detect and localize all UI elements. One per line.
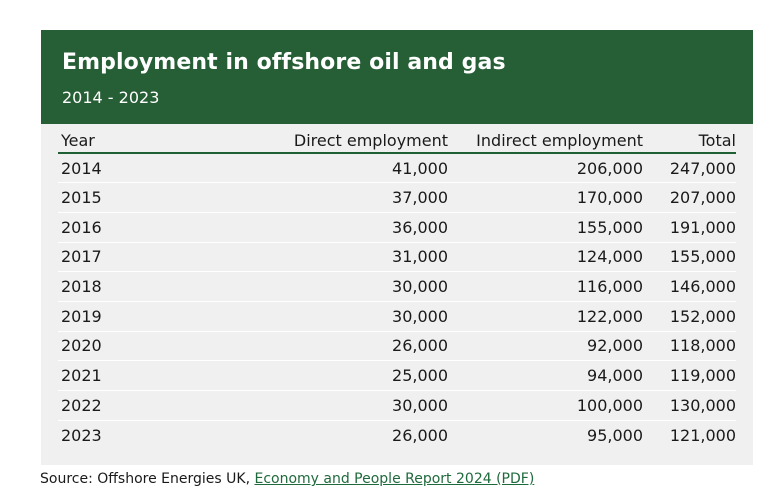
table-row: 2020 26,000 92,000 118,000	[58, 331, 736, 362]
table-row: 2023 26,000 95,000 121,000	[58, 420, 736, 450]
cell-year: 2014	[58, 153, 178, 184]
cell-year: 2019	[58, 301, 178, 332]
cell-indirect: 170,000	[448, 182, 643, 213]
table-row: 2014 41,000 206,000 247,000	[58, 153, 736, 184]
table-row: 2018 30,000 116,000 146,000	[58, 271, 736, 302]
cell-total: 119,000	[643, 360, 736, 391]
cell-direct: 30,000	[178, 271, 448, 302]
table-header-row: Year Direct employment Indirect employme…	[58, 129, 736, 154]
table-title: Employment in offshore oil and gas	[62, 50, 506, 75]
cell-indirect: 95,000	[587, 425, 643, 445]
cell-total: 146,000	[643, 271, 736, 302]
cell-direct: 26,000	[178, 331, 448, 362]
table-row: 2019 30,000 122,000 152,000	[58, 301, 736, 332]
source-link[interactable]: Economy and People Report 2024 (PDF)	[254, 471, 535, 487]
cell-direct: 30,000	[178, 390, 448, 421]
cell-year: 2018	[58, 271, 178, 302]
table-row: 2022 30,000 100,000 130,000	[58, 390, 736, 421]
cell-indirect: 92,000	[448, 331, 643, 362]
table-row: 2015 37,000 170,000 207,000	[58, 182, 736, 213]
table-body: 2014 41,000 206,000 247,000 2015 37,000 170,00…	[58, 153, 736, 450]
column-header-total: Total	[643, 129, 736, 154]
table-panel: Employment in offshore oil and gas 2014 …	[41, 30, 753, 465]
cell-total: 247,000	[643, 153, 736, 184]
cell-direct: 25,000	[178, 360, 448, 391]
cell-indirect: 206,000	[448, 153, 643, 184]
cell-indirect: 124,000	[448, 242, 643, 273]
source-prefix: Source: Offshore Energies UK,	[40, 471, 255, 487]
cell-year: 2020	[58, 331, 178, 362]
table-row: 2021 25,000 94,000 119,000	[58, 360, 736, 391]
cell-year: 2016	[58, 212, 178, 243]
table-header: Employment in offshore oil and gas 2014 …	[41, 30, 753, 124]
cell-direct: 26,000	[392, 425, 448, 445]
column-header-direct: Direct employment	[178, 129, 448, 154]
cell-indirect: 155,000	[448, 212, 643, 243]
cell-indirect: 122,000	[448, 301, 643, 332]
cell-total: 207,000	[643, 182, 736, 213]
cell-year: 2017	[58, 242, 178, 273]
cell-year: 2015	[58, 182, 178, 213]
cell-total: 191,000	[643, 212, 736, 243]
cell-total: 118,000	[643, 331, 736, 362]
cell-year: 2022	[58, 390, 178, 421]
column-header-indirect: Indirect employment	[448, 129, 643, 154]
cell-year: 2023	[61, 425, 102, 445]
cell-direct: 37,000	[178, 182, 448, 213]
cell-direct: 31,000	[178, 242, 448, 273]
cell-year: 2021	[58, 360, 178, 391]
cell-total: 152,000	[643, 301, 736, 332]
source-note: Source: Offshore Energies UK, Economy an…	[40, 471, 534, 487]
cell-total: 121,000	[669, 425, 736, 445]
employment-table: Year Direct employment Indirect employme…	[58, 129, 736, 450]
cell-indirect: 116,000	[448, 271, 643, 302]
column-header-year: Year	[58, 129, 178, 154]
table-row: 2017 31,000 124,000 155,000	[58, 242, 736, 273]
table-subtitle: 2014 - 2023	[62, 88, 160, 107]
cell-total: 155,000	[643, 242, 736, 273]
cell-direct: 41,000	[178, 153, 448, 184]
cell-direct: 36,000	[178, 212, 448, 243]
cell-direct: 30,000	[178, 301, 448, 332]
cell-total: 130,000	[643, 390, 736, 421]
table-row: 2016 36,000 155,000 191,000	[58, 212, 736, 243]
cell-indirect: 94,000	[448, 360, 643, 391]
cell-indirect: 100,000	[448, 390, 643, 421]
